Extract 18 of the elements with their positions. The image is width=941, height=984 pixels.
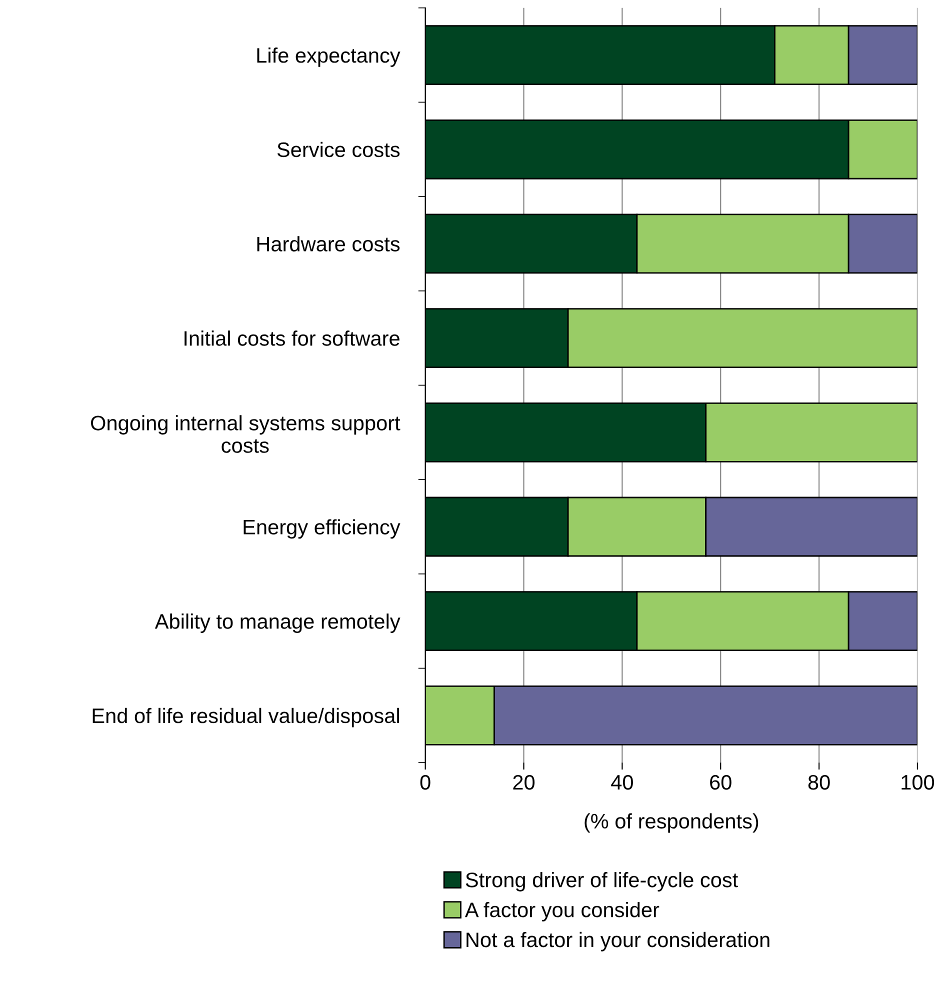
x-tick-label: 40 xyxy=(611,774,633,790)
x-tick-label: 60 xyxy=(710,774,732,790)
y-tick-label: End of life residual value/disposal xyxy=(92,708,399,728)
y-tick-label: Ability to manage remotely xyxy=(154,614,400,633)
y-tick-label: Service costs xyxy=(277,142,400,158)
legend-label: Not a factor in your consideration xyxy=(466,932,770,952)
x-tick-label: 100 xyxy=(902,774,934,790)
y-tick-label: Initial costs for software xyxy=(184,330,400,346)
x-tick-label: 0 xyxy=(420,774,430,790)
x-tick-label: 20 xyxy=(513,774,535,790)
y-tick-label: Hardware costs xyxy=(257,236,400,252)
y-tick-label: Life expectancy xyxy=(257,47,400,67)
y-tick-label: Ongoing internal systems support costs xyxy=(90,415,400,453)
legend-label: Strong driver of life-cycle cost xyxy=(466,872,738,892)
y-tick-label: Energy efficiency xyxy=(244,519,400,539)
x-axis-title: (% of respondents) xyxy=(584,813,758,833)
legend-label: A factor you consider xyxy=(464,902,660,922)
x-tick-label: 80 xyxy=(808,774,830,790)
